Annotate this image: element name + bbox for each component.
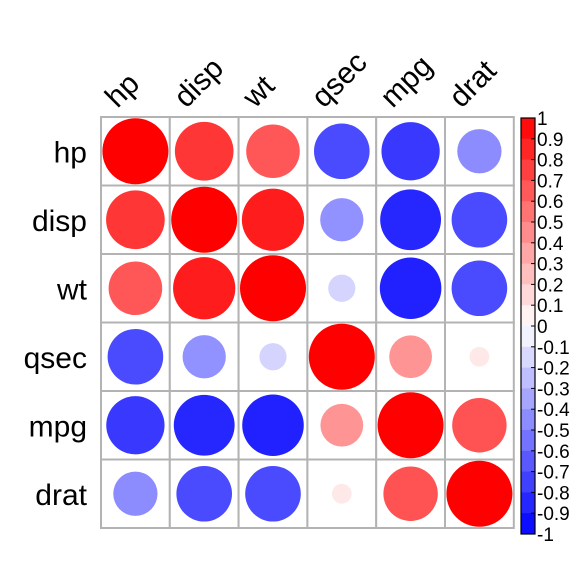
corr-circle-mpg-qsec: [320, 403, 364, 447]
colorbar-segment: [521, 284, 535, 306]
colorbar-segment: [521, 409, 535, 431]
colorbar-segment: [521, 118, 535, 140]
corr-circle-mpg-mpg: [377, 392, 444, 459]
colorbar-tick-label: -0.9: [537, 504, 570, 525]
corr-circle-disp-wt: [241, 188, 305, 251]
colorbar-tick-label: -0.3: [537, 379, 570, 400]
corr-circle-drat-drat: [446, 460, 513, 527]
corr-circle-wt-mpg: [379, 257, 442, 320]
corr-circle-wt-wt: [240, 255, 306, 322]
corr-circle-mpg-disp: [173, 394, 235, 456]
colorbar-segment: [521, 222, 535, 244]
colorbar-tick-label: 0.9: [537, 130, 563, 151]
colorbar-tick-label: 0.6: [537, 192, 563, 213]
corr-circle-drat-hp: [113, 471, 158, 516]
colorbar-tick-label: 0.2: [537, 275, 563, 296]
corr-circle-hp-disp: [174, 121, 234, 181]
corr-circle-drat-mpg: [383, 466, 438, 521]
corr-circle-mpg-drat: [452, 398, 507, 453]
corr-circle-wt-hp: [108, 261, 163, 316]
col-label-drat: drat: [443, 54, 503, 114]
corr-circle-mpg-wt: [242, 394, 304, 457]
corr-circle-hp-drat: [457, 129, 502, 174]
colorbar-segment: [521, 450, 535, 473]
colorbar-segment: [521, 326, 535, 348]
colorbar-tick-label: -1: [537, 525, 554, 546]
colorbar-segment: [521, 263, 535, 285]
circles-layer: [102, 118, 513, 527]
colorbar-segment: [521, 492, 535, 514]
corr-circle-hp-qsec: [313, 123, 370, 180]
colorbar-tick-label: -0.2: [537, 359, 570, 380]
row-label-hp: hp: [54, 136, 87, 169]
corr-circle-mpg-hp: [106, 396, 165, 455]
col-label-qsec: qsec: [305, 46, 373, 114]
row-label-wt: wt: [56, 273, 88, 306]
colorbar-segment: [521, 201, 535, 223]
corr-circle-qsec-hp: [107, 328, 164, 385]
corr-circle-disp-mpg: [380, 189, 442, 251]
colorbar-segment: [521, 180, 535, 202]
colorbar-tick-label: 0.3: [537, 255, 563, 276]
corr-circle-qsec-disp: [182, 335, 226, 379]
colorbar-tick-label: 0.7: [537, 171, 563, 192]
corr-circle-qsec-qsec: [308, 323, 375, 390]
colorbar-segment: [521, 242, 535, 265]
colorbar-tick-label: -0.6: [537, 442, 570, 463]
corr-circle-qsec-mpg: [389, 335, 432, 379]
colorbar-tick-label: 0.1: [537, 296, 563, 317]
colorbar-segment: [521, 513, 535, 535]
colorbar-tick-label: 0: [537, 317, 548, 338]
colorbar-tick-label: 0.4: [537, 234, 564, 255]
colorbar-segment: [521, 305, 535, 327]
colorbar-tick-label: -0.8: [537, 483, 570, 504]
corr-circle-disp-disp: [171, 186, 238, 253]
colorbar-tick-label: -0.7: [537, 463, 570, 484]
colorbar-ticks: 10.90.80.70.60.50.40.30.20.10-0.1-0.2-0.…: [531, 109, 570, 546]
colorbar-segment: [521, 346, 535, 369]
corr-circle-wt-qsec: [328, 274, 356, 302]
corr-circle-qsec-wt: [259, 343, 287, 371]
col-label-mpg: mpg: [374, 49, 439, 114]
corr-circle-drat-disp: [176, 465, 233, 522]
colorbar-tick-label: 0.5: [537, 213, 563, 234]
colorbar-tick-label: -0.5: [537, 421, 570, 442]
corr-circle-disp-hp: [106, 190, 165, 250]
corr-circle-drat-wt: [245, 465, 301, 522]
col-label-wt: wt: [236, 69, 282, 115]
corr-circle-hp-mpg: [381, 122, 440, 181]
row-label-mpg: mpg: [29, 410, 87, 443]
colorbar-segment: [521, 138, 535, 161]
row-label-drat: drat: [35, 479, 87, 512]
corr-circle-disp-qsec: [320, 198, 364, 242]
colorbar-segment: [521, 159, 535, 181]
row-label-qsec: qsec: [24, 342, 87, 375]
row-labels: hp disp wt qsec mpg drat: [24, 136, 88, 512]
col-label-disp: disp: [168, 52, 230, 114]
colorbar-segment: [521, 471, 535, 493]
colorbar-segment: [521, 430, 535, 452]
col-label-hp: hp: [99, 67, 146, 114]
colorbar-segment: [521, 388, 535, 410]
corr-circle-wt-drat: [451, 260, 508, 317]
colorbar-segment: [521, 367, 535, 389]
colorbar-tick-label: 0.8: [537, 151, 563, 172]
corr-circle-wt-disp: [173, 257, 236, 320]
row-label-disp: disp: [32, 205, 87, 238]
corr-circle-drat-qsec: [331, 483, 352, 504]
corr-circle-hp-hp: [102, 118, 169, 185]
cells-layer: [100, 116, 515, 529]
corr-circle-qsec-drat: [469, 346, 490, 367]
corr-circle-disp-drat: [451, 191, 508, 248]
colorbar-tick-label: 1: [537, 109, 548, 130]
colorbar-tick-label: -0.1: [537, 338, 570, 359]
corr-circle-hp-wt: [246, 124, 300, 179]
colorbar-tick-label: -0.4: [537, 400, 570, 421]
column-labels: hp disp wt qsec mpg drat: [99, 46, 503, 115]
